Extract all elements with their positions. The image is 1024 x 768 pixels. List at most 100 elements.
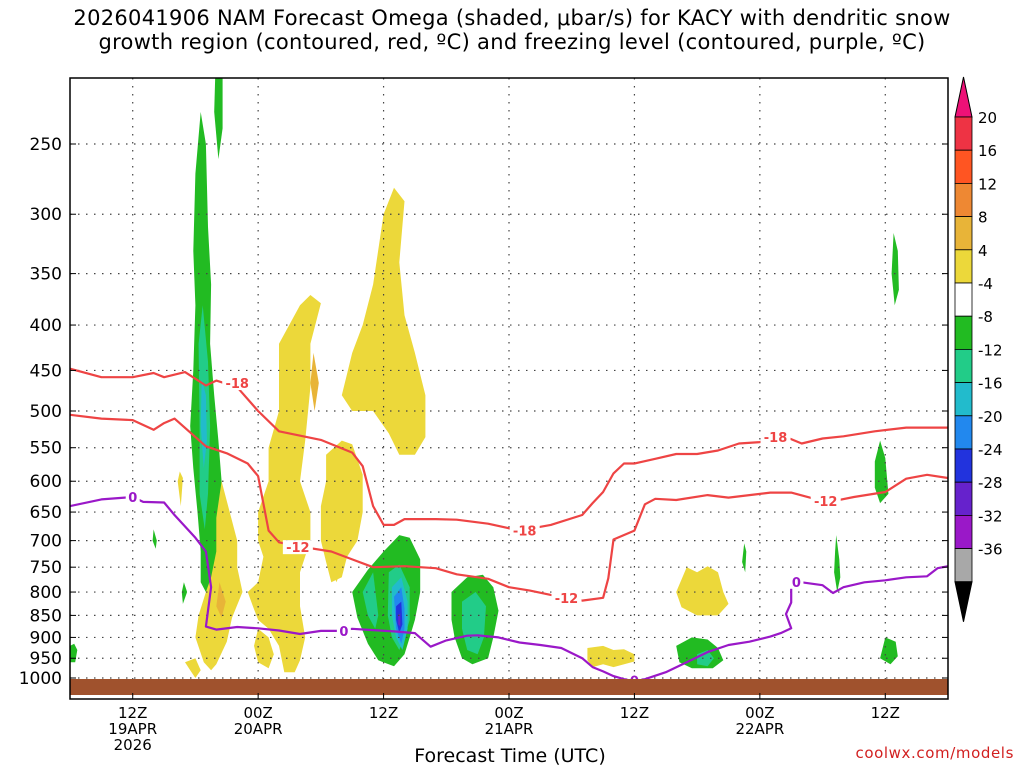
omega-region	[880, 637, 898, 665]
contour-label: -12	[555, 592, 579, 607]
contour-label: -18	[225, 377, 249, 392]
colorbar-swatch	[954, 282, 973, 317]
omega-region	[587, 645, 635, 668]
y-tick-label: 350	[30, 265, 62, 285]
colorbar-label: -28	[978, 474, 1003, 492]
x-tick-label: 12Z	[369, 704, 398, 722]
colorbar-label: 20	[978, 109, 997, 127]
colorbar-swatch	[954, 481, 973, 516]
contour-label: 0	[339, 625, 348, 640]
y-tick-label: 400	[30, 316, 62, 336]
contour-label-bg	[222, 376, 253, 391]
temperature-contours: -18-18-18-12-12-120000	[70, 367, 948, 689]
colorbar-label: -36	[978, 541, 1003, 559]
credit-text: coolwx.com/models	[855, 744, 1014, 762]
contour-label: -18	[764, 431, 788, 446]
omega-region	[462, 592, 486, 655]
y-tick-label: 300	[30, 205, 62, 225]
colorbar-swatch	[954, 149, 973, 184]
x-tick-label: 00Z	[494, 704, 523, 722]
ground-strip	[70, 679, 948, 695]
y-tick-label: 700	[30, 532, 62, 552]
colorbar-label: -8	[978, 308, 993, 326]
colorbar-swatch	[954, 448, 973, 483]
y-tick-label: 950	[30, 649, 62, 669]
contour-label-bg	[551, 590, 582, 605]
colorbar-label: -16	[978, 375, 1003, 393]
y-tick-label: 1000	[19, 669, 62, 689]
omega-region	[152, 529, 157, 549]
omega-region	[834, 535, 841, 592]
omega-region	[177, 471, 183, 507]
contour-label-bg	[789, 574, 804, 589]
omega-shading	[70, 78, 899, 678]
omega-region	[362, 572, 379, 629]
y-tick-label: 750	[30, 558, 62, 578]
colorbar-label: -4	[978, 275, 993, 293]
omega-region	[70, 643, 78, 663]
x-tick-label: 21APR	[485, 720, 534, 738]
omega-region	[181, 582, 188, 604]
chart-title: 2026041906 NAM Forecast Omega (shaded, μ…	[0, 6, 1024, 54]
colorbar-label: -20	[978, 408, 1003, 426]
omega-region	[310, 352, 319, 411]
x-tick-label: 2026	[114, 736, 152, 754]
contour-label: -18	[513, 525, 537, 540]
colorbar-swatch	[954, 348, 973, 383]
colorbar-swatch	[954, 182, 973, 217]
y-tick-label: 650	[30, 503, 62, 523]
colorbar-top-arrow	[954, 76, 973, 118]
contour-label: 0	[128, 491, 137, 506]
omega-region	[398, 613, 401, 627]
omega-region	[320, 440, 363, 583]
contour-label-bg	[810, 494, 841, 509]
contour-label-bg	[760, 430, 791, 445]
colorbar-swatch	[954, 515, 973, 550]
chart-title-line-2: growth region (contoured, red, ºC) and f…	[98, 30, 926, 54]
y-tick-label: 900	[30, 628, 62, 648]
omega-region	[742, 543, 747, 573]
colorbar-label: -24	[978, 441, 1003, 459]
chart-title-line-1: 2026041906 NAM Forecast Omega (shaded, μ…	[73, 6, 951, 30]
omega-region	[216, 582, 226, 618]
contour-label: -12	[814, 495, 838, 510]
omega-region	[352, 535, 421, 667]
colorbar-swatch	[954, 315, 973, 350]
y-tick-label: 600	[30, 472, 62, 492]
omega-colorbar: 20 16 12 8 4 -4 -8 -12 -16 -20 -24 -28 -32 -36	[954, 76, 1003, 622]
y-tick-label: 250	[30, 135, 62, 155]
contour-label-bg	[509, 523, 540, 538]
colorbar-swatch	[954, 382, 973, 417]
y-tick-label: 450	[30, 361, 62, 381]
colorbar-swatch	[954, 216, 973, 251]
x-tick-label: 00Z	[745, 704, 774, 722]
colorbar-label: 12	[978, 175, 997, 193]
contour-line	[70, 413, 948, 602]
omega-region	[891, 233, 899, 306]
y-tick-label: 850	[30, 606, 62, 626]
omega-region	[247, 295, 321, 673]
contour-label-bg	[282, 540, 313, 555]
omega-region	[331, 551, 342, 583]
contour-label-bg	[125, 489, 140, 504]
colorbar-swatch	[954, 249, 973, 284]
colorbar-label: -32	[978, 507, 1003, 525]
colorbar-swatch	[954, 548, 973, 583]
contour-label-bg	[336, 623, 351, 638]
x-axis-label: Forecast Time (UTC)	[414, 745, 606, 767]
omega-region	[676, 566, 729, 616]
x-tick-label: 12Z	[118, 704, 147, 722]
x-tick-label: 22APR	[735, 720, 784, 738]
colorbar-swatch	[954, 116, 973, 151]
y-tick-label: 800	[30, 583, 62, 603]
x-tick-label: 20APR	[234, 720, 283, 738]
x-tick-label: 00Z	[243, 704, 272, 722]
colorbar-bottom-arrow	[954, 581, 973, 622]
x-tick-label: 12Z	[620, 704, 649, 722]
y-axis: 2503003504004505005506006507007508008509…	[19, 135, 948, 689]
y-tick-label: 550	[30, 439, 62, 459]
contour-label: 0	[792, 576, 801, 591]
omega-region	[214, 78, 223, 160]
